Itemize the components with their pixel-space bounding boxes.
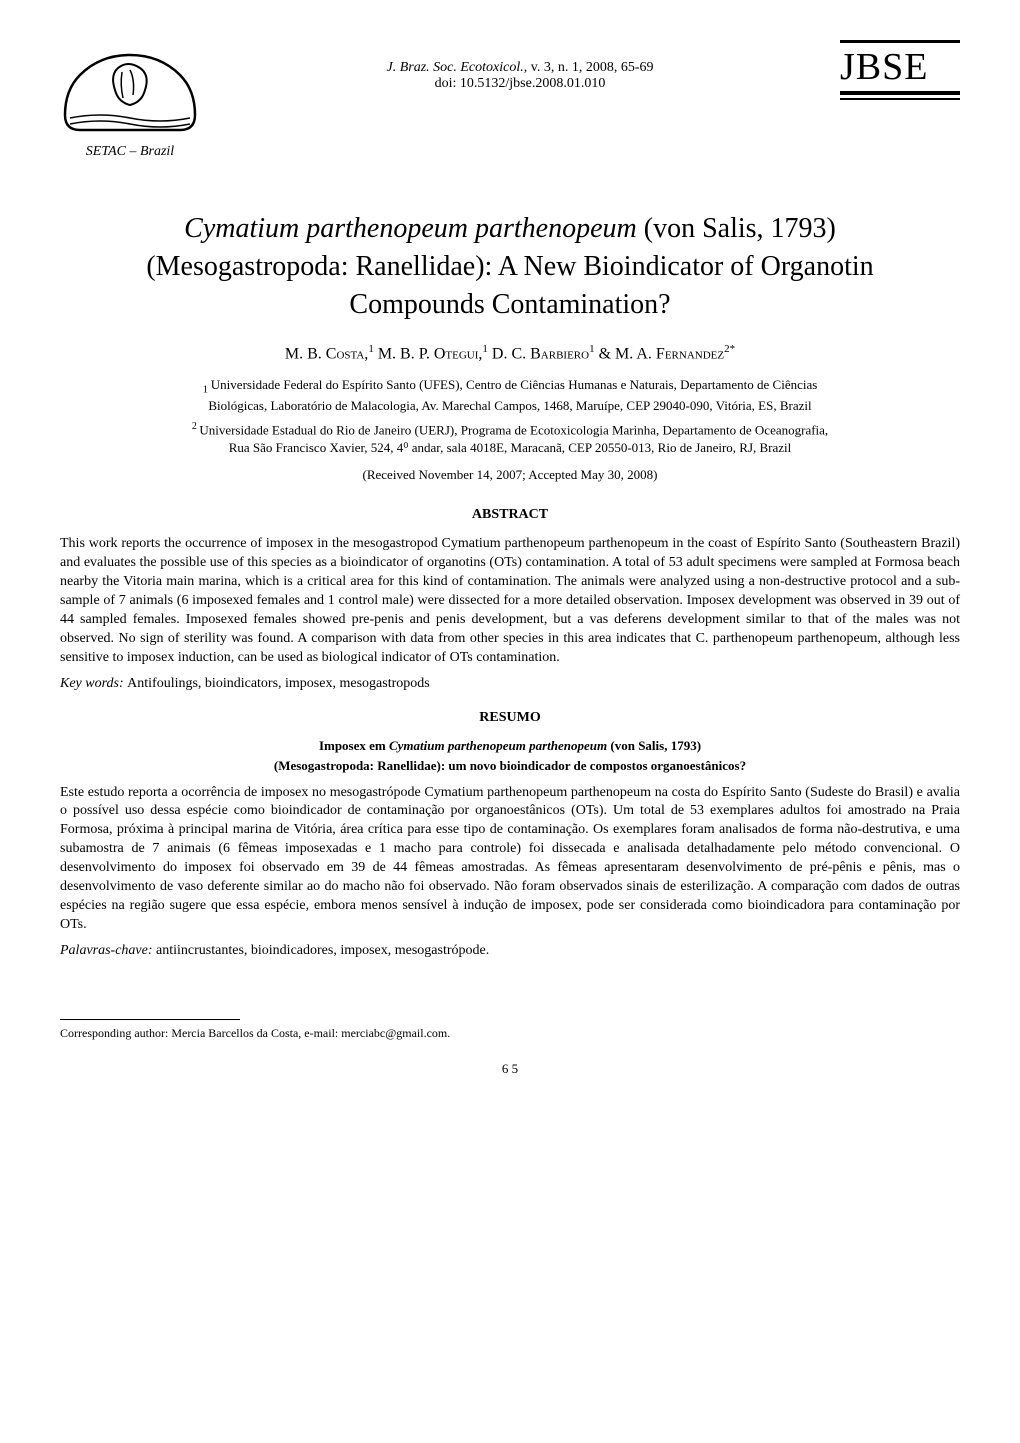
- abstract-keywords: Key words: Antifoulings, bioindicators, …: [60, 676, 960, 692]
- jbse-rule-thick: [840, 91, 960, 95]
- jbse-rule-thin: [840, 98, 960, 100]
- authors-line: M. B. Costa,1 M. B. P. Otegui,1 D. C. Ba…: [60, 343, 960, 363]
- resumo-keywords: Palavras-chave: antiincrustantes, bioind…: [60, 943, 960, 959]
- jbse-bottom-rules: [840, 91, 960, 100]
- abstract-heading: ABSTRACT: [60, 507, 960, 523]
- journal-title: J. Braz. Soc. Ecotoxicol.,: [386, 60, 527, 75]
- page-number: 6 5: [60, 1061, 960, 1077]
- resumo-subtitle-1: Imposex em Cymatium parthenopeum parthen…: [60, 738, 960, 754]
- corresponding-author: Corresponding author: Mercia Barcellos d…: [60, 1026, 960, 1041]
- jbse-badge: JBSE: [840, 40, 960, 100]
- journal-citation: v. 3, n. 1, 2008, 65-69: [527, 60, 653, 75]
- affiliation-2: 2 Universidade Estadual do Rio de Janeir…: [60, 420, 960, 458]
- abstract-body: This work reports the occurrence of impo…: [60, 535, 960, 667]
- shell-logo-icon: [60, 40, 200, 140]
- palavras-chave-text: antiincrustantes, bioindicadores, impose…: [156, 943, 489, 958]
- aff1-line2: Biológicas, Laboratório de Malacologia, …: [208, 398, 811, 413]
- title-species-italic: Cymatium parthenopeum parthenopeum: [184, 213, 637, 244]
- received-dates: (Received November 14, 2007; Accepted Ma…: [60, 467, 960, 483]
- setac-logo-block: SETAC – Brazil: [60, 40, 200, 160]
- author-3-sup: 1: [589, 343, 595, 355]
- affiliation-1: 1 Universidade Federal do Espírito Santo…: [60, 376, 960, 416]
- palavras-chave-label: Palavras-chave:: [60, 943, 156, 958]
- resumo-heading: RESUMO: [60, 710, 960, 726]
- title-line2: (Mesogastropoda: Ranellidae): A New Bioi…: [146, 251, 873, 282]
- author-2: M. B. P. Otegui,: [378, 346, 483, 363]
- aff1-sup: 1: [203, 383, 211, 395]
- author-2-sup: 1: [482, 343, 488, 355]
- author-4-sup: 2*: [724, 343, 735, 355]
- title-line3: Compounds Contamination?: [349, 289, 670, 320]
- resumo-body: Este estudo reporta a ocorrência de impo…: [60, 784, 960, 935]
- aff1-line1: Universidade Federal do Espírito Santo (…: [211, 377, 818, 392]
- author-1: M. B. Costa,: [285, 346, 368, 363]
- resumo-sub1-suffix: (von Salis, 1793): [607, 738, 701, 753]
- journal-reference: J. Braz. Soc. Ecotoxicol., v. 3, n. 1, 2…: [386, 60, 653, 92]
- title-line1-rest: (von Salis, 1793): [637, 213, 836, 244]
- aff2-line1: Universidade Estadual do Rio de Janeiro …: [199, 422, 828, 437]
- journal-doi: doi: 10.5132/jbse.2008.01.010: [435, 76, 606, 91]
- footer-divider: [60, 1019, 240, 1020]
- paper-title: Cymatium parthenopeum parthenopeum (von …: [60, 210, 960, 323]
- resumo-sub1-prefix: Imposex em: [319, 738, 389, 753]
- keywords-text: Antifoulings, bioindicators, imposex, me…: [127, 676, 430, 691]
- author-1-sup: 1: [368, 343, 374, 355]
- resumo-sub1-italic: Cymatium parthenopeum parthenopeum: [389, 738, 607, 753]
- setac-label: SETAC – Brazil: [86, 144, 174, 160]
- jbse-label: JBSE: [840, 43, 960, 91]
- resumo-subtitle-2: (Mesogastropoda: Ranellidae): um novo bi…: [60, 758, 960, 774]
- page-header: SETAC – Brazil J. Braz. Soc. Ecotoxicol.…: [60, 40, 960, 160]
- keywords-label: Key words:: [60, 676, 127, 691]
- aff2-line2: Rua São Francisco Xavier, 524, 4⁰ andar,…: [229, 440, 792, 455]
- author-4: & M. A. Fernandez: [599, 346, 725, 363]
- author-3: D. C. Barbiero: [492, 346, 589, 363]
